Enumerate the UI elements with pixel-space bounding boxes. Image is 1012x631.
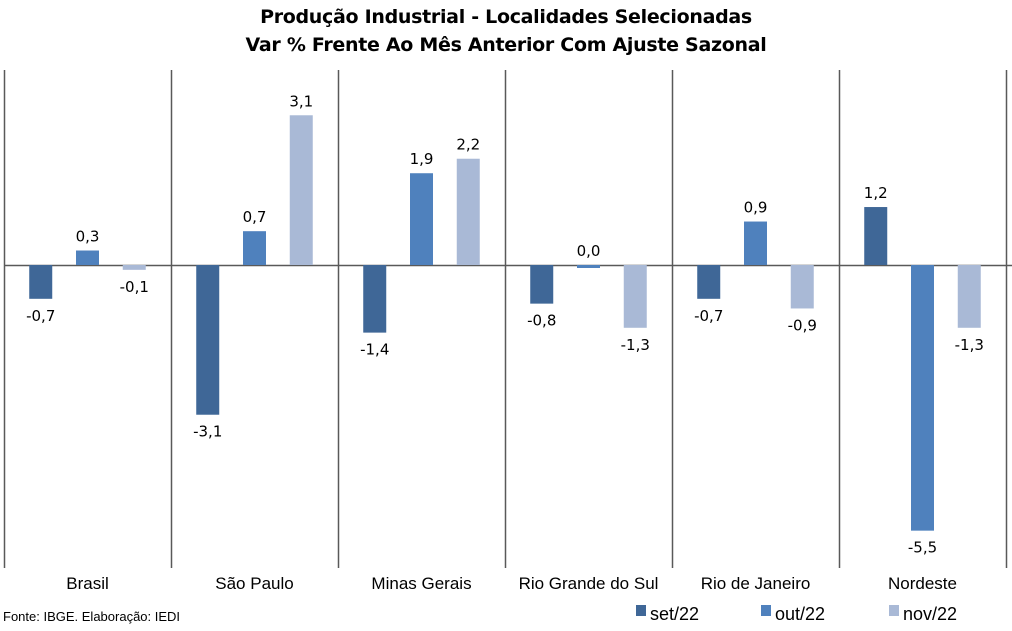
- chart-title: Produção Industrial - Localidades Seleci…: [260, 6, 752, 28]
- data-label: -0,8: [527, 312, 556, 330]
- bar-out-22-0: [76, 250, 99, 265]
- bar-set-22-4: [697, 265, 721, 299]
- data-label: -1,3: [621, 336, 650, 354]
- legend-label: nov/22: [903, 604, 957, 624]
- data-label: -5,5: [908, 539, 937, 557]
- x-tick-label: Minas Gerais: [371, 574, 471, 593]
- bar-nov-22-3: [623, 265, 647, 328]
- data-label: 0,3: [76, 228, 100, 246]
- data-label: 0,9: [744, 199, 768, 217]
- bar-out-22-2: [410, 173, 433, 265]
- bar-set-22-0: [29, 265, 53, 299]
- bar-nov-22-0: [122, 265, 146, 270]
- bar-set-22-5: [864, 207, 888, 265]
- source-note: Fonte: IBGE. Elaboração: IEDI: [3, 609, 180, 624]
- bar-out-22-1: [243, 231, 266, 265]
- bar-nov-22-2: [456, 158, 480, 265]
- data-label: 3,1: [289, 92, 313, 110]
- x-tick-label: Brasil: [66, 574, 109, 593]
- data-label: -0,7: [694, 307, 723, 325]
- data-label: -1,4: [360, 341, 389, 359]
- bar-out-22-4: [744, 221, 767, 265]
- data-label: 0,0: [577, 242, 601, 260]
- data-label: 1,9: [410, 150, 434, 168]
- x-tick-label: Rio Grande do Sul: [519, 574, 659, 593]
- bar-set-22-3: [530, 265, 554, 304]
- data-label: 1,2: [864, 184, 888, 202]
- x-tick-label: São Paulo: [215, 574, 293, 593]
- bar-set-22-2: [363, 265, 387, 333]
- x-tick-label: Rio de Janeiro: [701, 574, 811, 593]
- data-label: 2,2: [456, 136, 480, 154]
- legend-label: set/22: [650, 604, 699, 624]
- chart-subtitle: Var % Frente Ao Mês Anterior Com Ajuste …: [245, 34, 767, 56]
- data-label: -0,1: [120, 278, 149, 296]
- legend-swatch-out-22: [761, 605, 771, 616]
- legend-swatch-nov-22: [889, 605, 899, 616]
- data-label: -0,9: [788, 316, 817, 334]
- bar-out-22-5: [911, 265, 934, 531]
- x-tick-label: Nordeste: [888, 574, 957, 593]
- bar-nov-22-5: [957, 265, 981, 328]
- legend-label: out/22: [775, 604, 825, 624]
- bar-nov-22-1: [289, 115, 313, 266]
- bar-out-22-3: [577, 265, 600, 268]
- data-label: 0,7: [243, 208, 267, 226]
- bar-set-22-1: [196, 265, 220, 415]
- bar-nov-22-4: [790, 265, 814, 309]
- data-label: -3,1: [193, 423, 222, 441]
- data-label: -0,7: [26, 307, 55, 325]
- legend-swatch-set-22: [636, 605, 646, 616]
- data-label: -1,3: [955, 336, 984, 354]
